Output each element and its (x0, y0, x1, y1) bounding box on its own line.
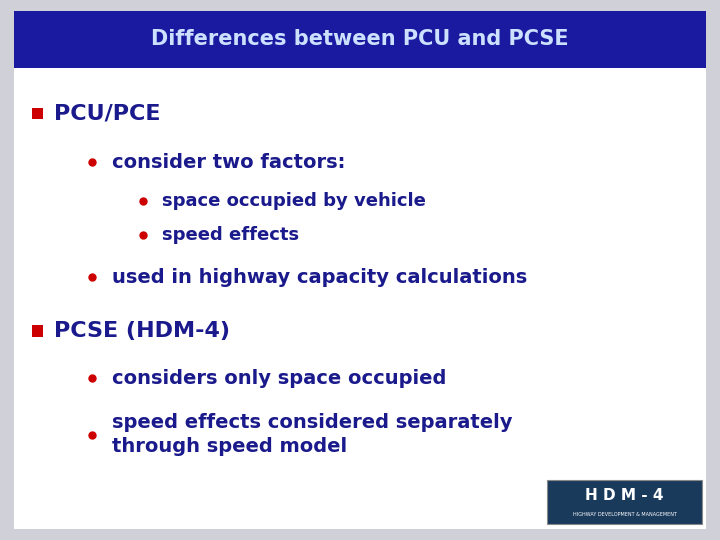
FancyBboxPatch shape (14, 11, 706, 68)
Text: space occupied by vehicle: space occupied by vehicle (162, 192, 426, 211)
Text: consider two factors:: consider two factors: (112, 152, 345, 172)
Text: H D M - 4: H D M - 4 (585, 488, 664, 503)
FancyBboxPatch shape (14, 11, 706, 529)
Text: speed effects: speed effects (162, 226, 299, 244)
Text: Differences between PCU and PCSE: Differences between PCU and PCSE (151, 29, 569, 49)
FancyBboxPatch shape (32, 325, 43, 337)
Text: speed effects considered separately
through speed model: speed effects considered separately thro… (112, 413, 512, 456)
FancyBboxPatch shape (32, 107, 43, 119)
FancyBboxPatch shape (547, 480, 702, 524)
Text: PCSE (HDM-4): PCSE (HDM-4) (54, 321, 230, 341)
Text: PCU/PCE: PCU/PCE (54, 103, 161, 124)
Text: used in highway capacity calculations: used in highway capacity calculations (112, 267, 527, 287)
Text: HIGHWAY DEVELOPMENT & MANAGEMENT: HIGHWAY DEVELOPMENT & MANAGEMENT (572, 511, 677, 517)
Text: considers only space occupied: considers only space occupied (112, 368, 446, 388)
